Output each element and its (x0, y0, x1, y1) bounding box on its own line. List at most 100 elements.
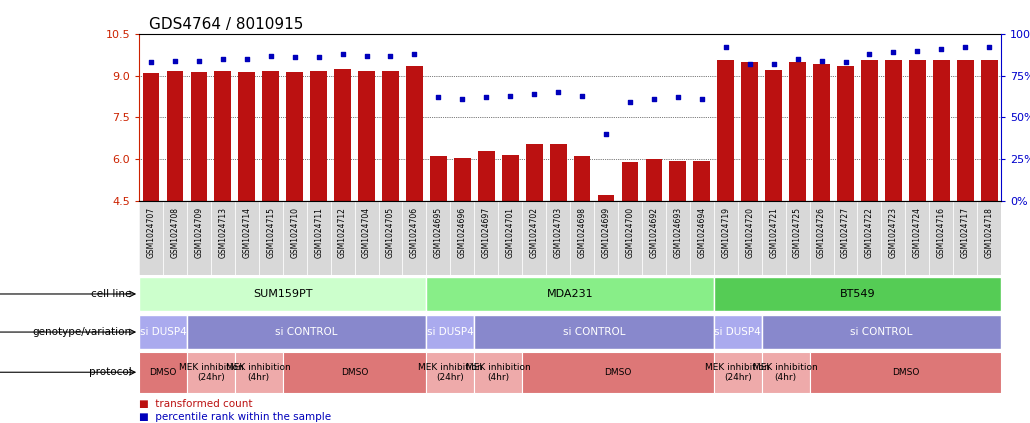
Bar (378, 201, 403, 275)
Point (837, 59, 854, 66)
Point (765, 60, 782, 67)
Bar (474, 352, 522, 393)
Text: MDA231: MDA231 (547, 289, 593, 299)
Bar (594, 201, 618, 275)
Text: GSM1024711: GSM1024711 (314, 207, 323, 258)
Text: GSM1024701: GSM1024701 (506, 207, 515, 258)
Point (933, 46, 950, 52)
Point (167, 57, 183, 64)
Text: GSM1024717: GSM1024717 (961, 207, 969, 258)
Bar (406, 66, 423, 201)
Bar (857, 201, 882, 275)
Point (550, 89, 566, 96)
Bar (211, 201, 235, 275)
Text: GSM1024706: GSM1024706 (410, 207, 419, 258)
Bar (714, 201, 737, 275)
Bar (546, 201, 570, 275)
Point (214, 55, 231, 62)
Bar (502, 155, 519, 201)
Point (814, 57, 830, 64)
Bar (953, 201, 977, 275)
Bar (737, 201, 761, 275)
Text: GSM1024714: GSM1024714 (242, 207, 251, 258)
Point (382, 52, 399, 59)
Text: si DUSP4: si DUSP4 (715, 327, 761, 337)
Bar (426, 352, 474, 393)
Bar (570, 201, 594, 275)
Bar (929, 201, 953, 275)
Bar (761, 352, 810, 393)
Bar (331, 201, 354, 275)
Bar (642, 201, 665, 275)
Bar (478, 151, 494, 201)
Bar (163, 201, 187, 275)
Bar (142, 73, 160, 201)
Bar (833, 201, 857, 275)
Text: GDS4764 / 8010915: GDS4764 / 8010915 (149, 17, 304, 32)
Bar (761, 201, 786, 275)
Bar (690, 201, 714, 275)
Text: SUM159PT: SUM159PT (253, 289, 312, 299)
Point (502, 92, 518, 99)
Text: GSM1024699: GSM1024699 (602, 207, 611, 258)
Bar (789, 62, 806, 201)
Bar (522, 201, 546, 275)
Bar (717, 60, 734, 201)
Bar (214, 71, 232, 201)
Text: ■  percentile rank within the sample: ■ percentile rank within the sample (139, 412, 332, 422)
Bar (550, 144, 566, 201)
Text: MEK inhibition
(24hr): MEK inhibition (24hr) (418, 363, 483, 382)
Text: GSM1024692: GSM1024692 (650, 207, 658, 258)
Text: GSM1024723: GSM1024723 (889, 207, 898, 258)
Text: GSM1024721: GSM1024721 (769, 207, 778, 258)
Bar (786, 201, 810, 275)
Text: GSM1024713: GSM1024713 (218, 207, 228, 258)
Text: GSM1024712: GSM1024712 (338, 207, 347, 258)
Bar (454, 158, 471, 201)
Bar (139, 352, 187, 393)
Point (406, 50, 422, 57)
Point (431, 94, 447, 101)
Point (286, 54, 303, 60)
Bar (310, 71, 328, 201)
Bar (191, 72, 207, 201)
Text: GSM1024709: GSM1024709 (195, 207, 203, 258)
Text: GSM1024705: GSM1024705 (386, 207, 394, 258)
Bar (714, 352, 761, 393)
Text: GSM1024696: GSM1024696 (458, 207, 467, 258)
Point (310, 54, 327, 60)
Bar (621, 162, 639, 201)
Text: GSM1024700: GSM1024700 (625, 207, 634, 258)
Bar (358, 71, 375, 201)
Text: BT549: BT549 (839, 289, 876, 299)
Text: GSM1024695: GSM1024695 (434, 207, 443, 258)
Bar (574, 157, 590, 201)
Bar (522, 352, 714, 393)
Text: GSM1024719: GSM1024719 (721, 207, 730, 258)
Bar (235, 352, 282, 393)
Point (670, 94, 686, 101)
Point (358, 52, 375, 59)
Point (335, 50, 351, 57)
Bar (761, 315, 1001, 349)
Bar (167, 71, 183, 201)
Bar (957, 60, 973, 201)
Text: GSM1024702: GSM1024702 (529, 207, 539, 258)
Point (454, 96, 471, 102)
Bar (765, 70, 782, 201)
Bar (977, 201, 1001, 275)
Text: GSM1024715: GSM1024715 (267, 207, 275, 258)
Bar (693, 161, 711, 201)
Bar (742, 62, 758, 201)
Point (742, 60, 758, 67)
Bar (307, 201, 331, 275)
Text: GSM1024718: GSM1024718 (985, 207, 994, 258)
Bar (665, 201, 690, 275)
Text: MEK inhibition
(24hr): MEK inhibition (24hr) (178, 363, 243, 382)
Text: GSM1024694: GSM1024694 (697, 207, 707, 258)
Point (885, 49, 901, 55)
Bar (525, 144, 543, 201)
Point (718, 44, 734, 51)
Bar (282, 352, 426, 393)
Bar (714, 277, 1001, 311)
